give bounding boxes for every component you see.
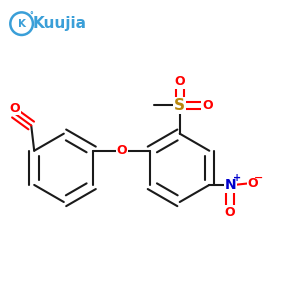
Text: K: K [18,19,26,29]
Text: O: O [248,177,258,190]
Text: °: ° [29,12,33,21]
Text: O: O [10,102,20,115]
Text: O: O [116,144,127,157]
Text: O: O [202,99,213,112]
Text: N: N [224,178,236,192]
Text: S: S [174,98,185,113]
Text: O: O [174,75,185,88]
Text: O: O [225,206,236,219]
Text: Kuujia: Kuujia [32,16,86,32]
Text: −: − [254,173,264,183]
Text: +: + [232,173,241,183]
